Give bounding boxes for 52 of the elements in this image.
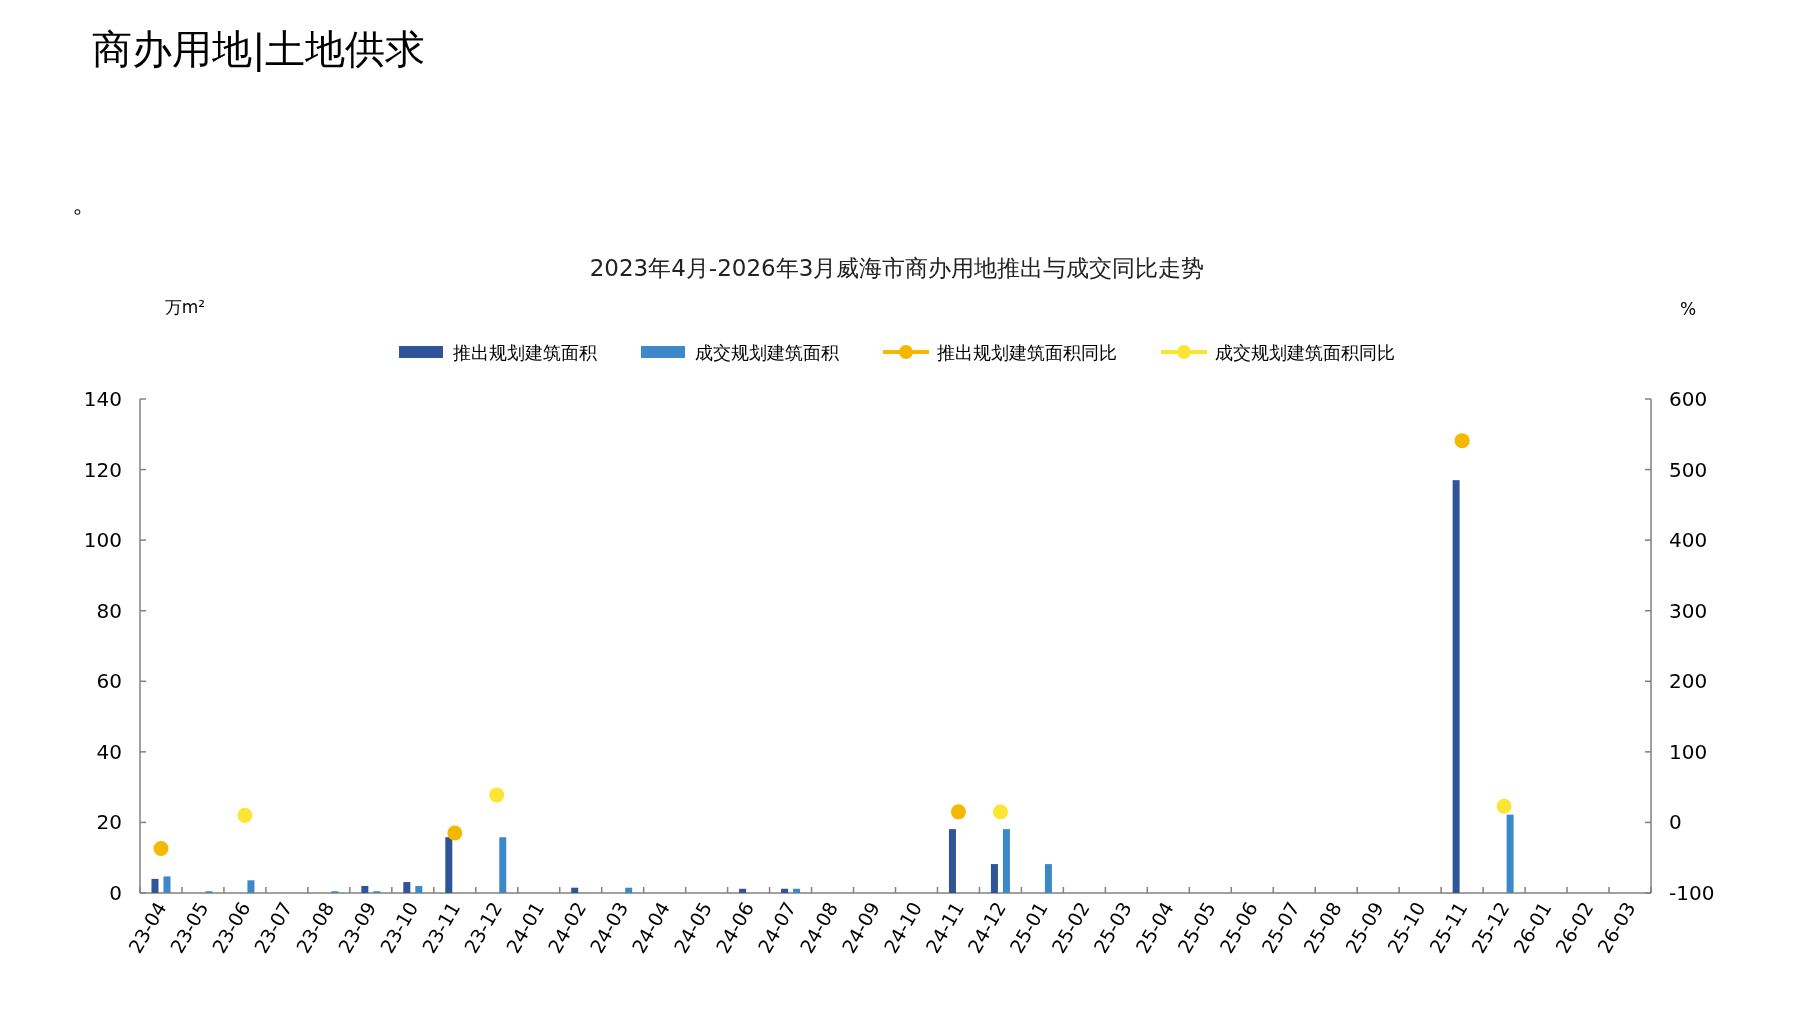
point: [1496, 798, 1512, 814]
bar: [739, 888, 747, 893]
bar: [990, 864, 998, 893]
y-tick-label: 120: [83, 457, 122, 482]
bar: [151, 878, 159, 893]
bar: [1452, 480, 1460, 893]
y2-tick-label: 100: [1669, 739, 1708, 764]
chart-title: 2023年4月-2026年3月威海市商办用地推出与成交同比走势: [589, 255, 1205, 281]
y-tick-label: 60: [96, 669, 122, 694]
point: [153, 841, 169, 857]
bar: [445, 837, 453, 893]
point: [447, 825, 463, 841]
bar: [625, 887, 633, 893]
y2-tick-label: 0: [1669, 810, 1682, 835]
point: [992, 804, 1008, 820]
bar: [781, 888, 789, 893]
point: [489, 787, 505, 803]
y-tick-label: 140: [83, 387, 122, 411]
y-tick-label: 100: [83, 528, 122, 553]
bar: [403, 882, 411, 893]
point: [237, 807, 253, 823]
legend-label: 成交规划建筑面积: [695, 342, 839, 363]
bar: [948, 829, 956, 893]
bar: [499, 837, 507, 893]
y-tick-label: 0: [109, 881, 122, 905]
y2-tick-label: 400: [1669, 528, 1708, 553]
y2-tick-label: 200: [1669, 669, 1708, 694]
point: [950, 804, 966, 820]
bar: [1044, 864, 1052, 893]
y-tick-label: 20: [96, 810, 122, 835]
y2-tick-label: -100: [1669, 881, 1715, 905]
bar: [361, 885, 369, 893]
point: [1454, 433, 1470, 449]
bar: [247, 880, 255, 893]
bar: [415, 885, 423, 893]
bar: [163, 876, 171, 893]
text: 商办用地|土地供求: [92, 26, 426, 72]
y2-tick-label: 300: [1669, 598, 1708, 623]
bar: [571, 887, 579, 893]
bar: [793, 888, 801, 893]
legend-label: 推出规划建筑面积同比: [937, 342, 1117, 363]
y-tick-label: 40: [96, 739, 122, 764]
legend-label: 成交规划建筑面积同比: [1215, 342, 1395, 363]
text: 。: [72, 188, 98, 218]
y2-tick-label: 500: [1669, 457, 1708, 482]
y2-axis-title: %: [1679, 299, 1697, 319]
y2-tick-label: 600: [1669, 387, 1708, 411]
bar: [1002, 829, 1010, 893]
y-axis-title: 万m²: [164, 297, 206, 317]
y-tick-label: 80: [96, 598, 122, 623]
legend-label: 推出规划建筑面积: [453, 342, 597, 363]
bar: [1506, 814, 1514, 893]
